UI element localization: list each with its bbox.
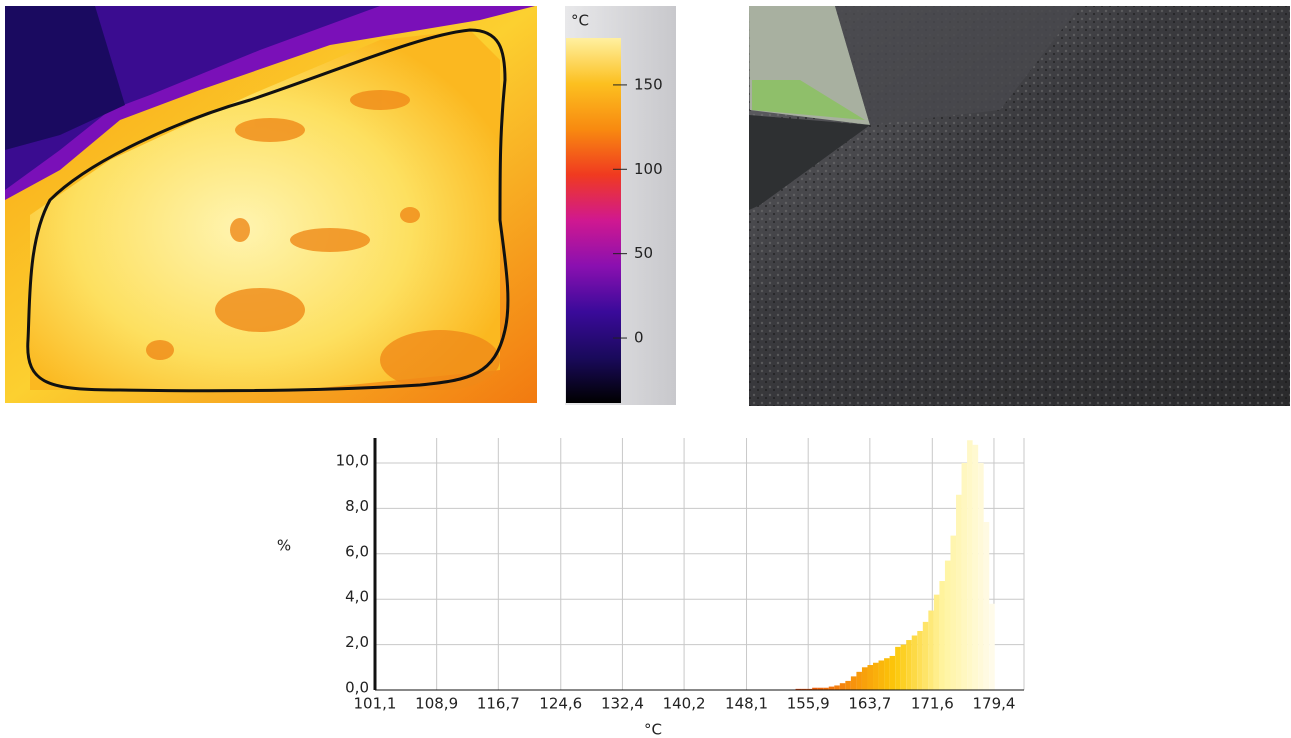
colorbar-tick-label: 150 [634, 75, 663, 93]
bar [978, 462, 984, 690]
bar [878, 660, 885, 690]
bar [845, 680, 851, 690]
bar [812, 687, 818, 690]
x-tick-label: 101,1 [354, 695, 397, 713]
y-tick-label: 2,0 [345, 633, 369, 651]
visual-photo [749, 6, 1290, 406]
bar [823, 687, 829, 690]
thermal-image [5, 6, 537, 403]
y-tick-label: 8,0 [345, 497, 369, 515]
bar [828, 686, 835, 690]
bar [989, 603, 995, 690]
y-tick-label: 6,0 [345, 542, 369, 560]
y-tick-label: 0,0 [345, 679, 369, 697]
x-tick-label: 108,9 [415, 695, 458, 713]
bar [928, 610, 934, 690]
bar [906, 640, 912, 690]
x-axis-label: °C [644, 721, 662, 738]
bar [817, 687, 824, 690]
bar [972, 444, 979, 690]
x-tick-label: 132,4 [601, 695, 644, 713]
bar [839, 683, 846, 690]
bar [961, 462, 968, 690]
x-tick-label: 124,6 [539, 695, 582, 713]
bar [917, 630, 923, 690]
x-tick-label: 163,7 [848, 695, 891, 713]
bar [861, 667, 868, 690]
bar [856, 671, 862, 690]
x-tick-label: 155,9 [787, 695, 830, 713]
bar [795, 688, 802, 690]
x-tick-label: 179,4 [972, 695, 1015, 713]
x-tick-label: 116,7 [477, 695, 520, 713]
x-tick-label: 148,1 [725, 695, 768, 713]
histogram: 0,0 2,0 4,0 6,0 8,0 10,0 101,1 108,9 116,7 124,6 1… [277, 438, 1025, 738]
bar [933, 594, 940, 690]
bar [867, 665, 874, 690]
bar [884, 658, 890, 690]
bar [950, 535, 957, 690]
bar [967, 440, 973, 690]
colorbar-tick-label: 50 [634, 244, 653, 262]
y-tick-label: 10,0 [336, 451, 369, 469]
bar [895, 646, 901, 690]
bar [956, 494, 962, 690]
bar [834, 685, 840, 690]
bar [806, 688, 813, 690]
bar [922, 621, 929, 690]
bar [873, 662, 879, 690]
bar [850, 676, 857, 690]
colorbar: °C 0 50 100 150 [566, 12, 663, 403]
x-tick-label: 140,2 [663, 695, 706, 713]
bar [939, 581, 945, 690]
bar [911, 635, 918, 690]
bar [944, 560, 951, 690]
x-tick-label: 171,6 [911, 695, 954, 713]
bar [889, 655, 896, 690]
colorbar-unit: °C [571, 12, 589, 30]
bar [801, 688, 807, 690]
bar [983, 522, 990, 690]
y-axis-label: % [277, 537, 291, 555]
colorbar-tick-label: 0 [634, 329, 644, 347]
bar [900, 644, 907, 690]
y-tick-label: 4,0 [345, 588, 369, 606]
colorbar-gradient [566, 38, 621, 403]
colorbar-tick-label: 100 [634, 160, 663, 178]
